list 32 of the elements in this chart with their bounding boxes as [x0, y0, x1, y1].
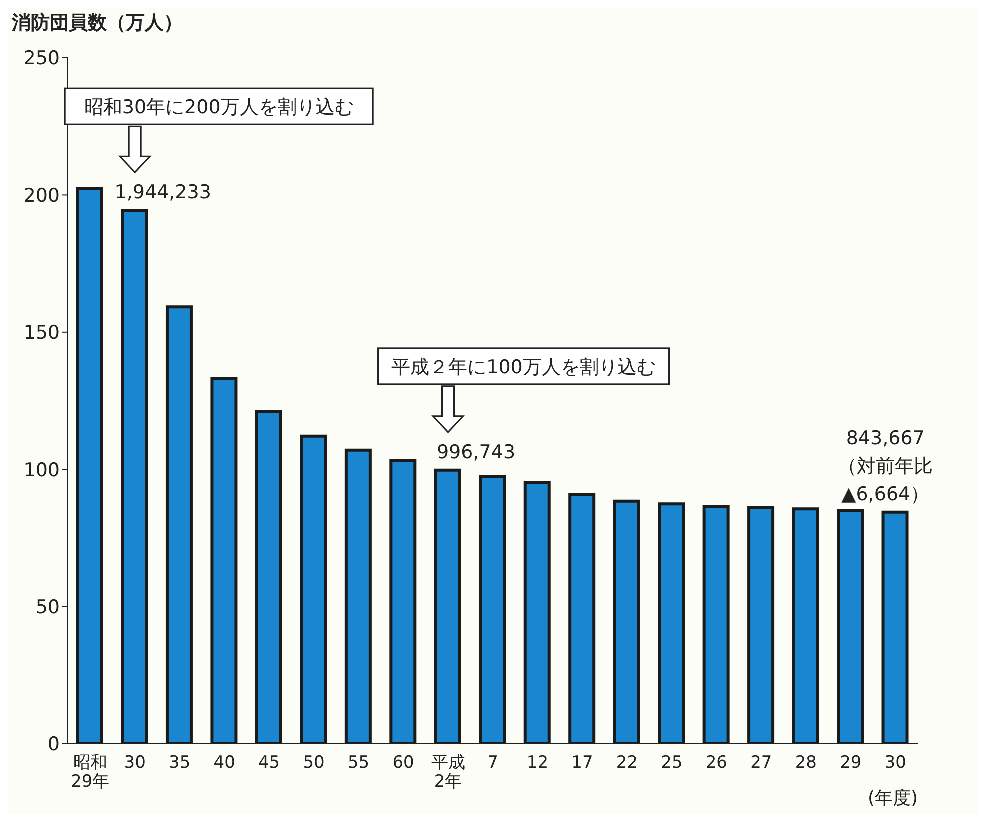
x-tick-label: 30	[124, 753, 146, 773]
x-tick-label: 12	[526, 753, 549, 773]
x-tick-label: 25	[661, 753, 683, 773]
y-tick-label: 150	[24, 322, 60, 344]
x-tick-label: 22	[616, 753, 638, 773]
x-tick-label: 60	[392, 753, 414, 773]
x-tick-label: 35	[169, 753, 191, 773]
x-tick-label: 30	[884, 753, 906, 773]
x-tick-label: 昭和 29年	[71, 753, 110, 792]
x-tick-label: 7	[488, 753, 498, 773]
y-tick-label: 250	[24, 48, 60, 70]
x-tick-label: 26	[706, 753, 728, 773]
y-axis-title: 消防団員数（万人）	[12, 11, 183, 36]
annotation: 843,667 （対前年比 ▲6,664）	[838, 427, 934, 506]
x-tick-label: 40	[214, 753, 236, 773]
x-tick-label: 45	[258, 753, 280, 773]
x-axis-title: (年度)	[868, 788, 918, 809]
x-tick-label: 55	[348, 753, 370, 773]
x-tick-label: 50	[303, 753, 325, 773]
annotation: 平成２年に100万人を割り込む	[392, 356, 656, 378]
y-tick-label: 100	[24, 459, 60, 482]
y-tick-label: 0	[48, 734, 60, 756]
annotation: 996,743	[436, 441, 516, 464]
annotation: 昭和30年に200万人を割り込む	[84, 96, 354, 119]
x-tick-label: 17	[572, 753, 594, 773]
y-tick-label: 200	[24, 184, 60, 207]
annotation: 1,944,233	[114, 182, 212, 204]
x-tick-label: 27	[750, 753, 772, 773]
y-tick-label: 50	[36, 596, 60, 619]
x-tick-label: 29	[840, 753, 862, 773]
x-tick-label: 28	[795, 753, 817, 773]
x-tick-label: 平成 2年	[431, 753, 466, 792]
